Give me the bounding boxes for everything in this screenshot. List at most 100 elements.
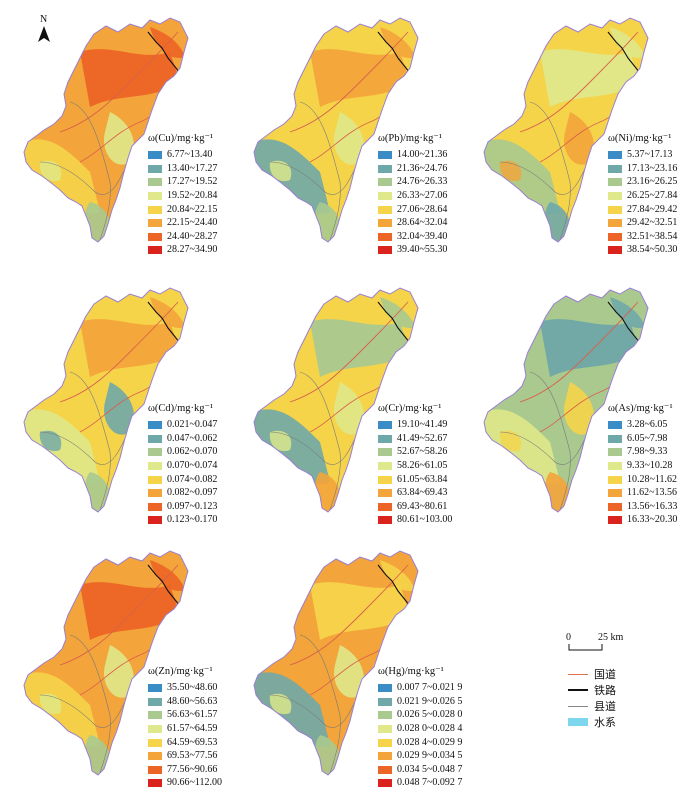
map-hg (253, 550, 419, 776)
legend-label: 0.026 5~0.028 0 (397, 709, 463, 721)
legend-swatch (148, 462, 162, 471)
legend-label: 9.33~10.28 (627, 460, 673, 472)
legend-label: 0.028 0~0.028 4 (397, 723, 463, 735)
legend-item: 19.10~41.49 (378, 419, 452, 433)
legend-swatch (608, 448, 622, 457)
legend-item: 39.40~55.30 (378, 244, 447, 258)
legend-label: 21.36~24.76 (397, 162, 448, 174)
legend-item: 0.029 9~0.034 5 (378, 749, 462, 763)
legend-label: 5.37~17.13 (627, 149, 673, 161)
legend-label: 6.05~7.98 (627, 432, 668, 444)
legend-item: 20.84~22.15 (148, 203, 217, 217)
legend-label: 64.59~69.53 (167, 736, 218, 748)
legend-label: 17.27~19.52 (167, 176, 218, 188)
legend-item: 6.77~13.40 (148, 149, 217, 163)
water-swatch (568, 718, 588, 726)
legend-label: 90.66~112.00 (167, 777, 223, 789)
legend-swatch (148, 697, 162, 706)
legend-swatch (378, 448, 392, 457)
legend-title: ω(Hg)/mg·kg⁻¹ (378, 666, 444, 677)
map-panel-zn: ω(Zn)/mg·kg⁻¹ 35.50~48.60 48.60~56.63 56.63… (20, 545, 242, 807)
map-panel-cr: ω(Cr)/mg·kg⁻¹ 19.10~41.49 41.49~52.67 52.67… (250, 282, 472, 544)
legend-label: 0.021~0.047 (167, 419, 218, 431)
legend-swatch (378, 711, 392, 720)
legend-item: 0.070~0.074 (148, 459, 217, 473)
legend-title: ω(Cu)/mg·kg⁻¹ (148, 133, 214, 144)
legend-swatch (608, 489, 622, 498)
legend-label: 58.26~61.05 (397, 460, 448, 472)
legend-swatch (378, 192, 392, 201)
legend-item: 32.51~38.54 (608, 230, 677, 244)
legend-label: 0.062~0.070 (167, 446, 218, 458)
legend-item: 13.56~16.33 (608, 500, 677, 514)
map-panel-as: ω(As)/mg·kg⁻¹ 3.28~6.05 6.05~7.98 7.98~9.33… (480, 282, 700, 544)
legend-swatch (148, 725, 162, 734)
legend-label: 27.06~28.64 (397, 203, 448, 215)
legend-item: 29.42~32.51 (608, 216, 677, 230)
legend-swatch (608, 475, 622, 484)
legend-swatch (378, 164, 392, 173)
map-panel-hg: ω(Hg)/mg·kg⁻¹ 0.007 7~0.021 9 0.021 9~0.02… (250, 545, 472, 807)
legend-label: 69.53~77.56 (167, 750, 218, 762)
legend-zn: ω(Zn)/mg·kg⁻¹ 35.50~48.60 48.60~56.63 56.63… (148, 666, 223, 790)
legend-swatch (378, 232, 392, 241)
legend-label: 26.33~27.06 (397, 190, 448, 202)
legend-item: 26.25~27.84 (608, 189, 677, 203)
legend-label: 28.27~34.90 (167, 244, 218, 256)
legend-item: 28.64~32.04 (378, 216, 447, 230)
legend-swatch (378, 725, 392, 734)
legend-label: 0.082~0.097 (167, 487, 218, 499)
legend-swatch (608, 462, 622, 471)
legend-cr: ω(Cr)/mg·kg⁻¹ 19.10~41.49 41.49~52.67 52.67… (378, 403, 452, 527)
map-panel-cu: ω(Cu)/mg·kg⁻¹ 6.77~13.40 13.40~17.27 17.27~… (20, 12, 242, 274)
legend-item: 0.047~0.062 (148, 432, 217, 446)
legend-label: 19.52~20.84 (167, 190, 218, 202)
legend-swatch (148, 475, 162, 484)
scale-line (568, 644, 603, 651)
legend-swatch (608, 246, 622, 255)
legend-label: 13.40~17.27 (167, 162, 218, 174)
legend-item: 3.28~6.05 (608, 419, 677, 433)
key-label: 水系 (594, 717, 616, 729)
legend-swatch (378, 434, 392, 443)
legend-label: 11.62~13.56 (627, 487, 678, 499)
map-panel-cd: ω(Cd)/mg·kg⁻¹ 0.021~0.047 0.047~0.062 0.062… (20, 282, 242, 544)
legend-hg: ω(Hg)/mg·kg⁻¹ 0.007 7~0.021 9 0.021 9~0.02… (378, 666, 463, 790)
legend-label: 19.10~41.49 (397, 419, 448, 431)
legend-ni: ω(Ni)/mg·kg⁻¹ 5.37~17.13 17.13~23.16 23.16~… (608, 133, 677, 257)
legend-item: 0.021~0.047 (148, 419, 217, 433)
legend-label: 28.64~32.04 (397, 217, 448, 229)
legend-title: ω(Zn)/mg·kg⁻¹ (148, 666, 213, 677)
legend-swatch (148, 489, 162, 498)
legend-item: 24.40~28.27 (148, 230, 217, 244)
legend-item: 52.67~58.26 (378, 446, 452, 460)
legend-title: ω(Pb)/mg·kg⁻¹ (378, 133, 443, 144)
legend-item: 61.05~63.84 (378, 473, 452, 487)
legend-item: 64.59~69.53 (148, 736, 222, 750)
map-panel-pb: ω(Pb)/mg·kg⁻¹ 14.00~21.36 21.36~24.76 24.76… (250, 12, 472, 274)
legend-item: 0.123~0.170 (148, 514, 217, 528)
legend-swatch (378, 684, 392, 693)
legend-swatch (608, 516, 622, 525)
legend-as: ω(As)/mg·kg⁻¹ 3.28~6.05 6.05~7.98 7.98~9.33… (608, 403, 677, 528)
legend-label: 52.67~58.26 (397, 446, 448, 458)
legend-swatch (148, 765, 162, 774)
legend-item: 16.33~20.30 (608, 514, 677, 528)
legend-swatch (608, 192, 622, 201)
map-as (483, 287, 649, 513)
legend-label: 56.63~61.57 (167, 709, 218, 721)
legend-item: 10.28~11.62 (608, 473, 677, 487)
legend-item: 0.074~0.082 (148, 473, 217, 487)
legend-swatch (148, 752, 162, 761)
legend-label: 0.123~0.170 (167, 514, 218, 526)
legend-swatch (378, 178, 392, 187)
legend-label: 39.40~55.30 (397, 244, 448, 256)
legend-title: ω(As)/mg·kg⁻¹ (608, 403, 673, 414)
legend-item: 0.007 7~0.021 9 (378, 682, 462, 696)
legend-swatch (148, 684, 162, 693)
legend-item: 69.53~77.56 (148, 749, 222, 763)
legend-item: 17.27~19.52 (148, 176, 217, 190)
legend-item: 56.63~61.57 (148, 709, 222, 723)
legend-swatch (148, 448, 162, 457)
legend-item: 11.62~13.56 (608, 486, 677, 500)
